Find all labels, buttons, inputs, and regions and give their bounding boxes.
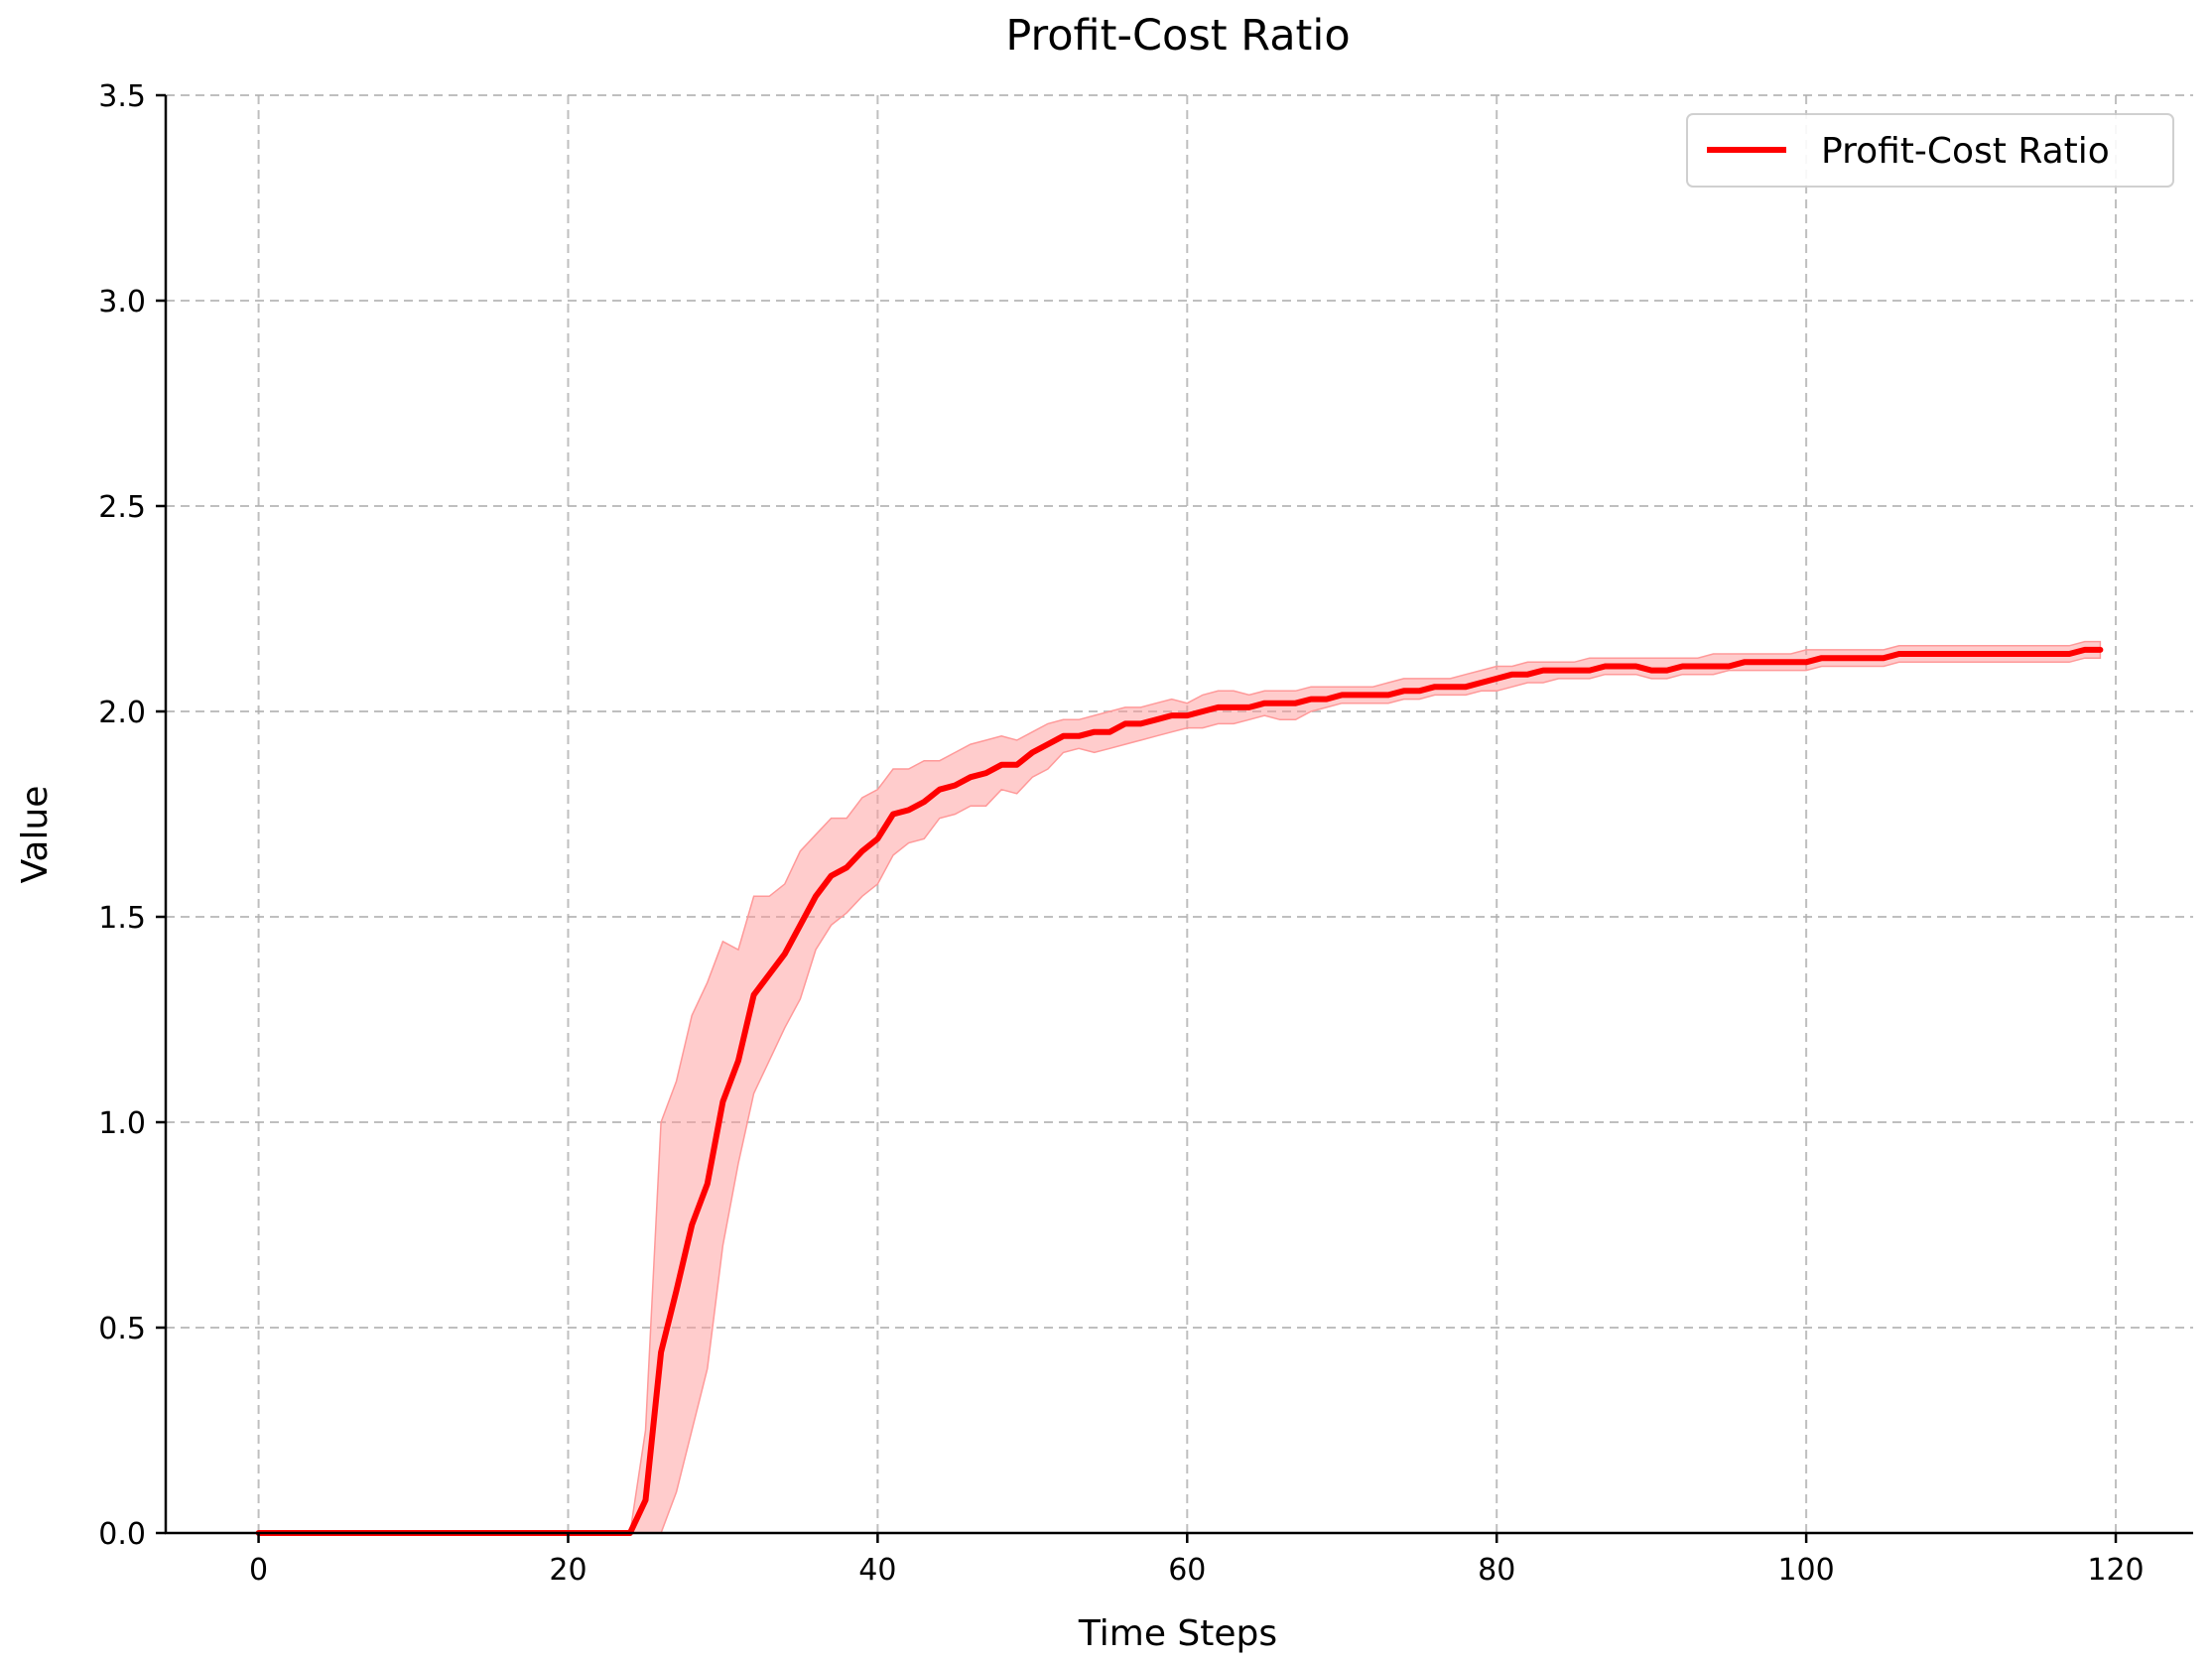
axes xyxy=(164,95,2193,1535)
y-tick-label: 0.0 xyxy=(98,1517,146,1552)
y-tick-label: 3.5 xyxy=(98,79,146,114)
y-tick-label: 2.5 xyxy=(98,490,146,525)
y-tick-label: 1.5 xyxy=(98,901,146,936)
x-axis-label: Time Steps xyxy=(1078,1613,1277,1654)
x-tick-label: 0 xyxy=(249,1553,268,1588)
legend-label: Profit-Cost Ratio xyxy=(1821,131,2110,172)
y-axis-label: Value xyxy=(15,786,56,884)
y-tick-label: 3.0 xyxy=(98,285,146,320)
y-tick-label: 2.0 xyxy=(98,696,146,730)
y-tick-label: 0.5 xyxy=(98,1312,146,1346)
x-tick-label: 120 xyxy=(2087,1553,2144,1588)
y-tick-label: 1.0 xyxy=(98,1106,146,1141)
x-tick-label: 40 xyxy=(858,1553,896,1588)
chart-title: Profit-Cost Ratio xyxy=(1005,11,1350,61)
x-tick-label: 80 xyxy=(1478,1553,1515,1588)
legend-box xyxy=(1686,113,2174,188)
x-tick-label: 20 xyxy=(549,1553,586,1588)
x-tick-label: 60 xyxy=(1168,1553,1206,1588)
ticks: 0 20 40 60 80 100 120 0.0 0.5 1.0 1.5 2.0 2.5 3.0 3.5 xyxy=(98,79,2144,1588)
legend: Profit-Cost Ratio xyxy=(1686,113,2174,188)
x-tick-label: 100 xyxy=(1777,1553,1834,1588)
